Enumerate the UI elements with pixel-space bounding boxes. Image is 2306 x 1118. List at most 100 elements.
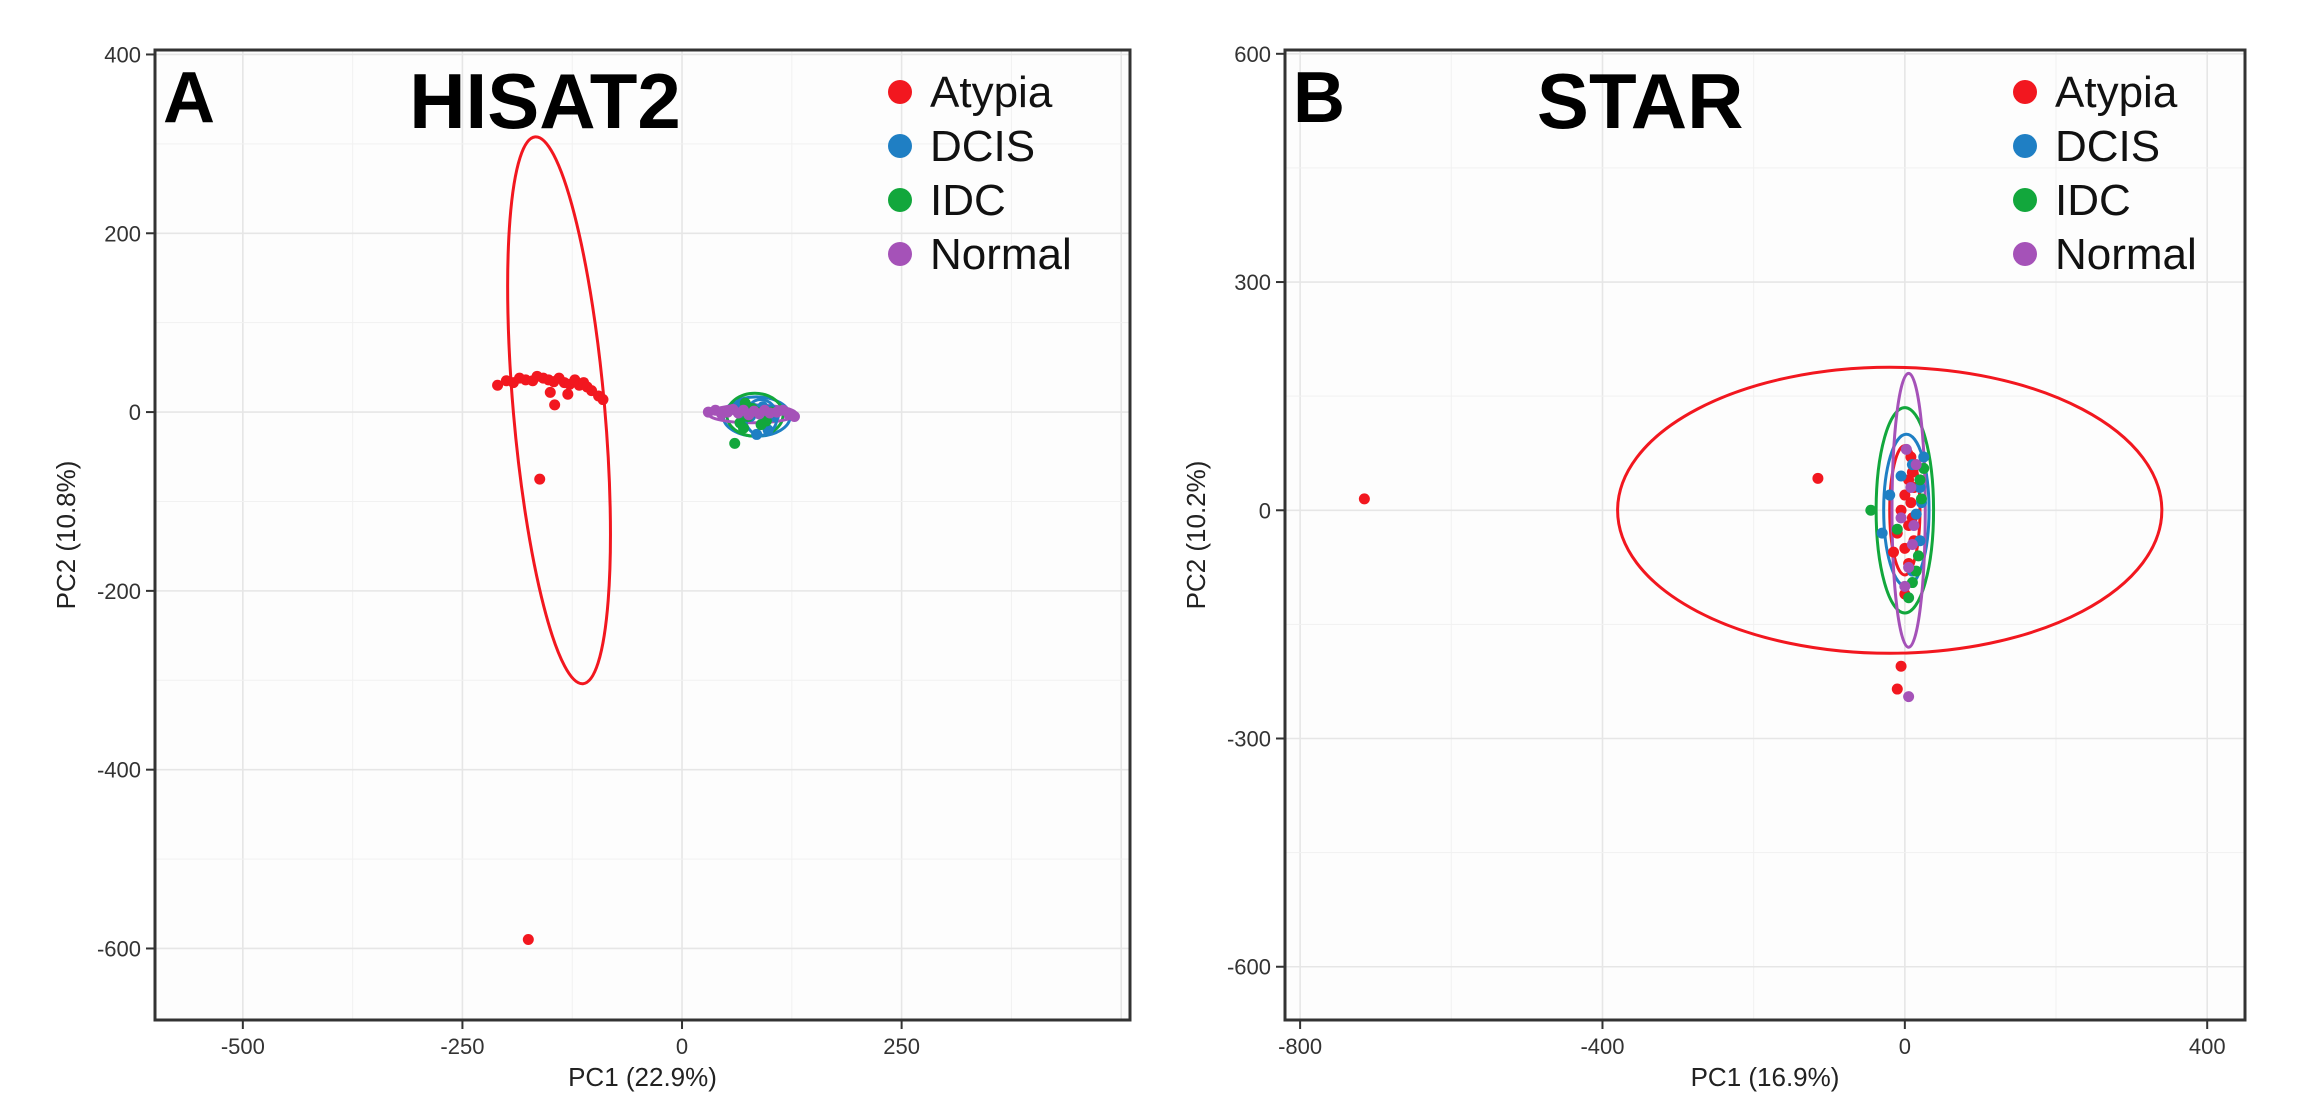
panel-b-point-idc <box>1915 493 1927 505</box>
panel-a-x-ticks: -500 -250 0 250 <box>221 1020 920 1059</box>
panel-b-point-dcis <box>1876 527 1888 539</box>
panel-a-x-axis-label: PC1 (22.9%) <box>568 1062 717 1092</box>
panel-a-plot-background <box>155 50 1130 1020</box>
panel-b-legend-dot-atypia <box>2013 80 2037 104</box>
panel-b-point-atypia <box>1895 504 1907 516</box>
panel-b-y-tick-label: 600 <box>1234 42 1271 67</box>
panel-b-point-atypia <box>1895 660 1907 672</box>
panel-b-point-normal <box>1910 459 1922 471</box>
panel-b-point-dcis <box>1884 489 1896 501</box>
panel-b-plot-background <box>1285 50 2245 1020</box>
panel-b-point-atypia <box>1358 493 1370 505</box>
panel-a-y-ticks: -600 -400 -200 0 200 400 <box>97 42 155 961</box>
panel-b-point-dcis <box>1910 508 1922 520</box>
panel-a-legend-label-idc: IDC <box>930 176 1006 225</box>
panel-a-legend-dot-normal <box>888 242 912 266</box>
panel-b-letter: B <box>1293 58 1345 138</box>
panel-b-point-atypia <box>1812 472 1824 484</box>
panel-a-y-tick-label: -400 <box>97 758 141 783</box>
panel-b-point-atypia <box>1899 489 1911 501</box>
panel-b-x-tick-label: -400 <box>1580 1034 1624 1059</box>
panel-a-point-normal <box>788 411 800 423</box>
panel-b-data-points <box>1358 443 1930 703</box>
panel-a-gridlines <box>155 50 1130 1020</box>
panel-b-ellipse-atypia <box>1616 365 2164 655</box>
panel-a-point-idc <box>729 437 741 449</box>
panel-a-title: HISAT2 <box>409 57 681 145</box>
panel-b-point-atypia <box>1905 497 1917 509</box>
panel-b-point-normal <box>1906 539 1918 551</box>
panel-a-y-axis-label: PC2 (10.8%) <box>51 461 81 610</box>
panel-a-legend-dot-dcis <box>888 134 912 158</box>
panel-b-legend-dot-normal <box>2013 242 2037 266</box>
panel-a-legend-label-dcis: DCIS <box>930 122 1035 171</box>
panel-a-data-points <box>492 370 800 946</box>
panel-b-point-idc <box>1912 550 1924 562</box>
panel-b-x-tick-label: -800 <box>1278 1034 1322 1059</box>
panel-b-y-axis-label: PC2 (10.2%) <box>1181 461 1211 610</box>
panel-b-star: -800 -400 0 400 -600 -300 0 300 600 B STAR PC1 … <box>1181 42 2247 1092</box>
panel-b-y-tick-label: -300 <box>1227 727 1271 752</box>
panel-b-x-ticks: -800 -400 0 400 <box>1278 1020 2226 1059</box>
panel-b-point-normal <box>1900 443 1912 455</box>
panel-b-gridlines <box>1285 50 2245 1020</box>
panel-a-letter: A <box>163 58 215 138</box>
panel-a-x-tick-label: 250 <box>883 1034 920 1059</box>
panel-b-x-axis-label: PC1 (16.9%) <box>1691 1062 1840 1092</box>
panel-a-legend-dot-idc <box>888 188 912 212</box>
panel-b-point-atypia <box>1888 546 1900 558</box>
panel-b-ellipse-normal <box>1890 371 1927 649</box>
panel-a-x-tick-label: -250 <box>440 1034 484 1059</box>
panel-b-y-tick-label: 300 <box>1234 270 1271 295</box>
panel-b-title: STAR <box>1537 57 1744 145</box>
panel-a-point-dcis <box>751 428 763 440</box>
panel-b-point-idc <box>1914 474 1926 486</box>
panel-a-y-tick-label: -200 <box>97 579 141 604</box>
panel-b-legend: Atypia DCIS IDC Normal <box>2013 68 2197 279</box>
panel-b-point-dcis <box>1914 481 1926 493</box>
panel-b-point-idc <box>1903 592 1915 604</box>
panel-b-legend-dot-idc <box>2013 188 2037 212</box>
panel-a-y-tick-label: 200 <box>104 221 141 246</box>
panel-b-legend-dot-dcis <box>2013 134 2037 158</box>
panel-a-point-atypia <box>549 399 561 411</box>
panel-a-hisat2: -500 -250 0 250 -600 -400 -200 0 200 400 A HISAT… <box>51 42 1132 1092</box>
panel-a-point-atypia <box>534 473 546 485</box>
panel-a-x-tick-label: -500 <box>221 1034 265 1059</box>
panel-a-point-atypia <box>544 386 556 398</box>
panel-b-point-normal <box>1908 519 1920 531</box>
panel-b-y-tick-label: 0 <box>1259 498 1271 523</box>
panel-b-legend-label-normal: Normal <box>2055 230 2197 279</box>
panel-a-y-tick-label: 0 <box>129 400 141 425</box>
panel-b-point-dcis <box>1918 451 1930 463</box>
panel-a-point-idc <box>738 422 750 434</box>
panel-a-point-atypia <box>562 388 574 400</box>
panel-b-legend-label-dcis: DCIS <box>2055 122 2160 171</box>
panel-a-y-tick-label: -600 <box>97 936 141 961</box>
panel-a-point-atypia <box>597 394 609 406</box>
panel-a-point-atypia <box>522 934 534 946</box>
panel-b-point-atypia <box>1891 683 1903 695</box>
panel-a-y-tick-label: 400 <box>104 42 141 67</box>
panel-b-point-normal <box>1903 561 1915 573</box>
panel-a-legend-label-atypia: Atypia <box>930 68 1053 117</box>
panel-b-point-normal <box>1905 481 1917 493</box>
panel-b-x-tick-label: 400 <box>2189 1034 2226 1059</box>
panel-b-point-dcis <box>1895 470 1907 482</box>
panel-a-x-tick-label: 0 <box>676 1034 688 1059</box>
panel-a-legend: Atypia DCIS IDC Normal <box>888 68 1072 279</box>
panel-b-x-tick-label: 0 <box>1899 1034 1911 1059</box>
panel-a-plot-frame <box>153 48 1132 1022</box>
panel-b-plot-frame <box>1283 48 2247 1022</box>
panel-b-point-normal <box>1903 691 1915 703</box>
panel-b-point-normal <box>1895 512 1907 524</box>
panel-b-point-idc <box>1891 523 1903 535</box>
panel-b-point-normal <box>1899 580 1911 592</box>
panel-b-y-ticks: -600 -300 0 300 600 <box>1227 42 1285 980</box>
panel-b-legend-label-atypia: Atypia <box>2055 68 2178 117</box>
panel-a-legend-dot-atypia <box>888 80 912 104</box>
panel-b-point-idc <box>1865 504 1877 516</box>
panel-b-y-tick-label: -600 <box>1227 955 1271 980</box>
panel-b-legend-label-idc: IDC <box>2055 176 2131 225</box>
